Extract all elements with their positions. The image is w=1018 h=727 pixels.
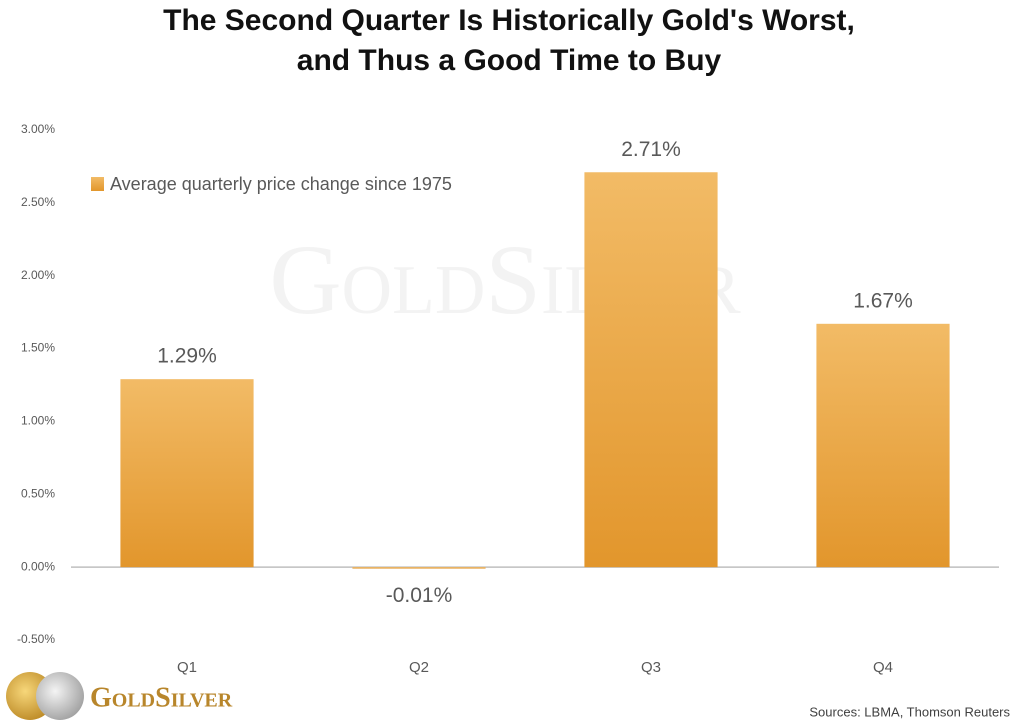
chart-title: The Second Quarter Is Historically Gold'… xyxy=(163,4,855,37)
y-tick-label: 2.00% xyxy=(21,268,55,282)
x-tick-label: Q3 xyxy=(641,659,661,676)
y-tick-label: 2.50% xyxy=(21,195,55,209)
legend-label: Average quarterly price change since 197… xyxy=(110,174,452,194)
y-tick-label: -0.50% xyxy=(17,632,55,646)
value-label: 1.29% xyxy=(157,345,217,368)
bar xyxy=(584,172,718,568)
bar xyxy=(816,323,950,568)
value-label: 1.67% xyxy=(853,289,913,312)
bar xyxy=(352,567,486,569)
source-note: Sources: LBMA, Thomson Reuters xyxy=(809,704,1010,719)
y-tick-label: 1.00% xyxy=(21,414,55,428)
y-tick-label: 3.00% xyxy=(21,122,55,136)
x-tick-label: Q1 xyxy=(177,659,197,676)
value-label: 2.71% xyxy=(621,138,681,161)
logo-coins xyxy=(6,672,84,720)
logo-text: GoldSilver xyxy=(90,682,233,713)
y-tick-label: 0.00% xyxy=(21,559,55,573)
y-tick-label: 1.50% xyxy=(21,341,55,355)
x-tick-label: Q4 xyxy=(873,659,893,676)
value-label: -0.01% xyxy=(386,584,453,607)
y-tick-label: 0.50% xyxy=(21,486,55,500)
legend-swatch xyxy=(91,177,104,191)
chart-title: and Thus a Good Time to Buy xyxy=(297,44,722,77)
bar xyxy=(120,379,254,568)
coin xyxy=(36,672,84,720)
x-tick-label: Q2 xyxy=(409,659,429,676)
